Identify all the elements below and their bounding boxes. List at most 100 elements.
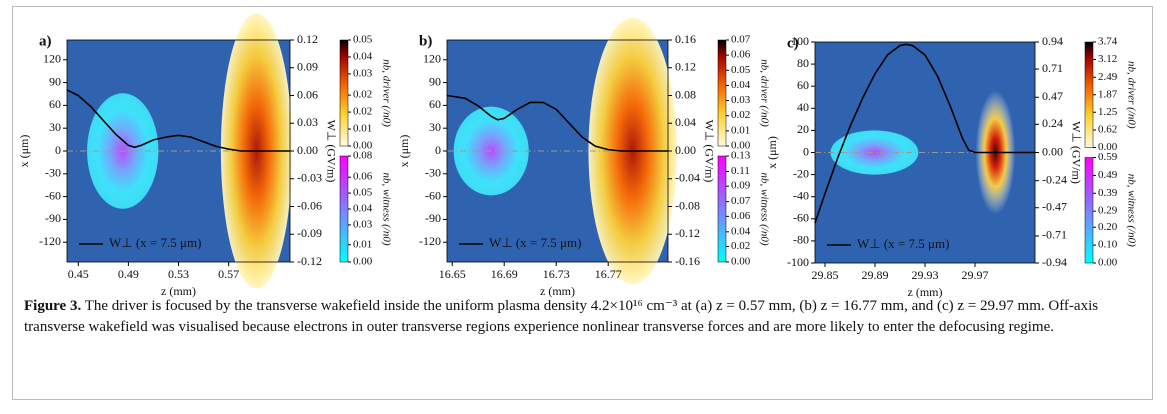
line-series <box>446 94 668 152</box>
y-tick-label: 100 <box>791 34 809 48</box>
caption: Figure 3. The driver is focused by the t… <box>24 296 1139 338</box>
y2-tick-label: 0.71 <box>1042 61 1063 75</box>
colorbar-tick-label: 0.06 <box>731 210 751 222</box>
y-tick-label: -90 <box>425 211 441 225</box>
colorbar-tick-label: 0.62 <box>1098 124 1117 136</box>
colorbar-tick-label: 0.29 <box>1098 205 1118 217</box>
y-tick-label: 60 <box>797 78 809 92</box>
y2-tick-label: 0.09 <box>297 60 318 74</box>
colorbar-tick-label: 0.13 <box>731 150 751 162</box>
colorbar <box>1084 157 1094 264</box>
y-axis-label: x (μm) <box>397 135 411 168</box>
y-tick-label: -80 <box>793 233 809 247</box>
x-tick-label: 29.97 <box>962 268 989 282</box>
y-tick-label: -120 <box>39 234 61 248</box>
x-tick-label: 0.53 <box>168 267 189 281</box>
colorbar-tick-label: 0.00 <box>353 140 373 152</box>
colorbar-label: nb, witness (/n0) <box>380 172 392 245</box>
y-tick-label: 30 <box>49 120 61 134</box>
y-tick-label: -30 <box>45 166 61 180</box>
line-series <box>66 89 290 152</box>
colorbar <box>339 39 349 147</box>
y2-tick-label: 0.12 <box>675 60 696 74</box>
y2-tick-label: 0.00 <box>297 143 318 157</box>
colorbar-tick-label: 0.04 <box>353 203 373 215</box>
y-tick-label: 30 <box>429 120 441 134</box>
y2-tick-label: 0.16 <box>675 32 696 46</box>
legend-label: W⊥ (x = 7.5 μm) <box>109 235 201 250</box>
colorbar-label: nb, driver (/n0) <box>1125 61 1137 129</box>
colorbar-tick-label: 0.09 <box>731 180 751 192</box>
caption-text: The driver is focused by the transverse … <box>24 298 1099 335</box>
x-tick-label: 0.57 <box>218 267 239 281</box>
y2-tick-label: -0.12 <box>297 254 322 268</box>
x-tick-label: 16.69 <box>491 267 518 281</box>
colorbar-tick-label: 1.25 <box>1098 106 1118 118</box>
colorbar-tick-label: 0.39 <box>1098 187 1118 199</box>
panel-label: b) <box>419 33 432 49</box>
figure-frame <box>12 6 1153 400</box>
y2-axis-label: W⊥ (GV/m) <box>702 120 716 183</box>
colorbar-tick-label: 0.02 <box>353 89 372 101</box>
colorbar-tick-label: 0.05 <box>731 64 751 76</box>
y2-tick-label: 0.24 <box>1042 116 1063 130</box>
y-axis-label: x (μm) <box>17 135 31 168</box>
colorbar-tick-label: 0.02 <box>731 240 750 252</box>
x-tick-label: 16.77 <box>595 267 622 281</box>
y2-tick-label: -0.09 <box>297 226 322 240</box>
line-series <box>814 43 1035 224</box>
y-tick-label: 120 <box>423 52 441 66</box>
x-axis-label: z (mm) <box>540 284 575 298</box>
y-tick-label: -20 <box>793 166 809 180</box>
x-axis-label: z (mm) <box>908 285 943 299</box>
colorbar-tick-label: 0.03 <box>353 67 373 79</box>
colorbar-tick-label: 0.00 <box>731 256 751 268</box>
colorbar-tick-label: 0.07 <box>731 34 751 46</box>
legend-label: W⊥ (x = 7.5 μm) <box>857 236 949 251</box>
colorbar-tick-label: 0.02 <box>731 109 750 121</box>
colorbar-tick-label: 0.10 <box>1098 239 1118 251</box>
y-tick-label: 80 <box>797 56 809 70</box>
y-tick-label: -30 <box>425 166 441 180</box>
colorbar-tick-label: 0.05 <box>353 34 373 46</box>
y2-axis-label: W⊥ (GV/m) <box>1069 121 1083 184</box>
y-tick-label: 120 <box>43 52 61 66</box>
colorbar-tick-label: 0.11 <box>731 165 750 177</box>
colorbar-tick-label: 0.00 <box>1098 141 1118 153</box>
y-axis-label: x (μm) <box>765 136 779 169</box>
y-tick-label: -60 <box>425 188 441 202</box>
y2-tick-label: 0.08 <box>675 87 696 101</box>
y2-axis-label: W⊥ (GV/m) <box>324 120 338 183</box>
caption-label: Figure 3. <box>24 298 82 314</box>
y2-tick-label: 0.00 <box>1042 144 1063 158</box>
x-tick-label: 29.89 <box>862 268 889 282</box>
colorbar-tick-label: 0.06 <box>353 171 373 183</box>
y-tick-label: 0 <box>803 144 809 158</box>
colorbar-tick-label: 0.01 <box>731 124 750 136</box>
x-tick-label: 0.49 <box>118 267 139 281</box>
y2-tick-label: -0.47 <box>1042 200 1067 214</box>
y2-tick-label: 0.04 <box>675 115 696 129</box>
x-tick-label: 16.73 <box>543 267 570 281</box>
colorbar-tick-label: 0.03 <box>731 94 751 106</box>
x-axis-label: z (mm) <box>161 284 196 298</box>
colorbar-tick-label: 0.00 <box>731 140 751 152</box>
colorbar-tick-label: 2.49 <box>1098 71 1118 83</box>
y-tick-label: 90 <box>429 74 441 88</box>
y2-tick-label: -0.94 <box>1042 255 1067 269</box>
y-tick-label: 90 <box>49 74 61 88</box>
colorbar <box>717 155 727 263</box>
y2-tick-label: -0.12 <box>675 226 700 240</box>
colorbar-tick-label: 0.49 <box>1098 169 1118 181</box>
colorbar-tick-label: 0.07 <box>731 195 751 207</box>
y2-tick-label: 0.06 <box>297 87 318 101</box>
colorbar-tick-label: 0.05 <box>353 187 373 199</box>
y2-tick-label: 0.47 <box>1042 89 1063 103</box>
y2-tick-label: 0.12 <box>297 32 318 46</box>
colorbar-tick-label: 0.04 <box>731 79 751 91</box>
colorbar-tick-label: 0.03 <box>353 218 373 230</box>
colorbar-label: nb, witness (/n0) <box>758 172 770 245</box>
x-tick-label: 16.65 <box>439 267 466 281</box>
x-tick-label: 29.93 <box>912 268 939 282</box>
